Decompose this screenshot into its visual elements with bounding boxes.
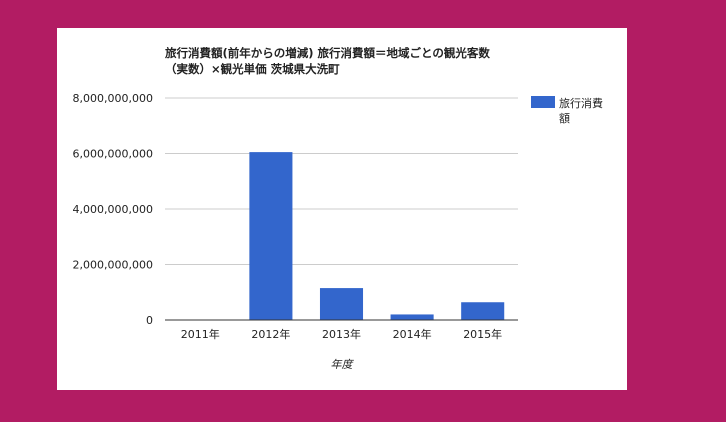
chart-card: 旅行消費額(前年からの増減) 旅行消費額＝地域ごとの観光客数 （実数）×観光単価… — [57, 28, 627, 390]
bar — [319, 288, 364, 320]
x-axis-title: 年度 — [331, 358, 355, 371]
bar-chart: 0 2,000,000,000 4,000,000,000 6,000,000,000… — [73, 92, 603, 371]
legend-label-line1: 旅行消費 — [559, 96, 603, 110]
legend-label-line2: 額 — [559, 112, 570, 125]
x-tick-label: 2014年 — [393, 327, 432, 341]
x-tick-label: 2011年 — [181, 327, 220, 341]
y-tick-label: 8,000,000,000 — [73, 92, 153, 105]
chart-title: 旅行消費額(前年からの増減) 旅行消費額＝地域ごとの観光客数 （実数）×観光単価… — [165, 46, 490, 76]
y-tick-label: 2,000,000,000 — [73, 259, 153, 272]
x-tick-label: 2015年 — [463, 327, 502, 341]
x-tick-label: 2012年 — [251, 327, 290, 341]
y-tick-label: 0 — [146, 314, 153, 327]
x-tick-label: 2013年 — [322, 327, 361, 341]
bar — [390, 314, 434, 320]
bar — [249, 152, 293, 320]
bar — [461, 302, 505, 320]
y-tick-label: 6,000,000,000 — [73, 148, 153, 161]
legend-swatch — [531, 96, 555, 108]
y-tick-label: 4,000,000,000 — [73, 203, 153, 216]
